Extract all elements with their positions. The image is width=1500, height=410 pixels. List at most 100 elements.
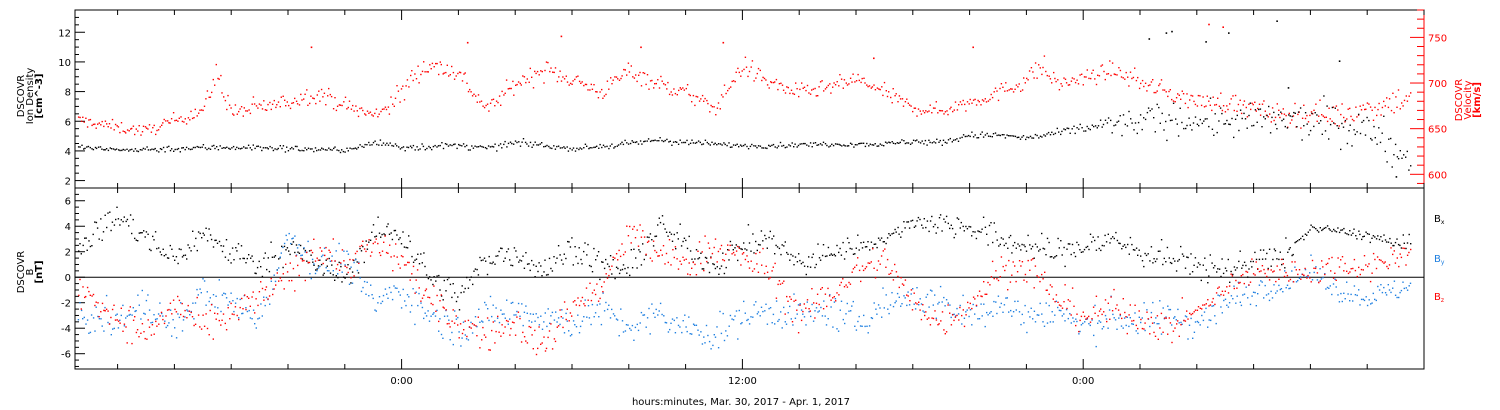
- data-point: [723, 84, 726, 86]
- data-point: [671, 240, 674, 242]
- data-point: [1285, 287, 1287, 289]
- data-point: [494, 263, 496, 265]
- data-point: [360, 250, 363, 252]
- data-point: [1156, 323, 1158, 325]
- data-point: [1214, 303, 1216, 306]
- data-point: [1343, 116, 1345, 119]
- data-point: [153, 314, 155, 316]
- data-point: [1076, 313, 1078, 315]
- data-point: [1289, 287, 1291, 289]
- data-point: [1359, 132, 1362, 135]
- data-point: [819, 81, 822, 83]
- data-point: [560, 316, 562, 318]
- data-point: [652, 245, 655, 247]
- data-point: [1228, 32, 1230, 34]
- data-point: [439, 144, 441, 147]
- data-point: [917, 108, 920, 110]
- data-point: [1141, 317, 1143, 319]
- data-point: [782, 89, 785, 91]
- data-point: [522, 255, 524, 257]
- data-point: [639, 224, 641, 226]
- data-point: [267, 257, 269, 259]
- data-point: [1306, 277, 1308, 279]
- data-point: [109, 211, 111, 213]
- data-point: [1255, 261, 1257, 263]
- data-point: [987, 135, 990, 137]
- data-point: [340, 263, 342, 265]
- data-point: [781, 145, 783, 147]
- data-point: [765, 238, 767, 240]
- data-point: [1322, 115, 1324, 117]
- data-point: [197, 314, 200, 316]
- data-point: [1291, 254, 1293, 257]
- data-point: [903, 284, 905, 286]
- data-point: [1018, 245, 1021, 247]
- data-point: [455, 318, 458, 320]
- data-point: [424, 71, 426, 73]
- data-point: [856, 144, 858, 146]
- data-point: [901, 283, 904, 285]
- data-point: [894, 263, 896, 266]
- data-point: [873, 243, 875, 245]
- data-point: [618, 335, 620, 337]
- data-point: [962, 309, 964, 311]
- data-point: [921, 224, 923, 226]
- data-point: [169, 149, 172, 152]
- data-point: [546, 144, 548, 147]
- data-point: [1259, 249, 1262, 251]
- data-point: [688, 262, 690, 264]
- data-point: [865, 266, 868, 268]
- data-point: [537, 270, 539, 273]
- data-point: [1089, 324, 1091, 327]
- data-point: [803, 303, 805, 305]
- data-point: [366, 144, 368, 146]
- data-point: [294, 97, 296, 100]
- data-point: [1129, 71, 1132, 73]
- data-point: [396, 145, 398, 147]
- data-point: [728, 249, 730, 251]
- data-point: [814, 87, 816, 90]
- data-point: [294, 235, 296, 237]
- data-point: [500, 309, 502, 311]
- data-point: [666, 138, 668, 141]
- data-point: [160, 311, 163, 314]
- data-point: [560, 35, 563, 38]
- data-point: [291, 279, 293, 282]
- data-point: [943, 218, 945, 220]
- data-point: [929, 141, 931, 144]
- data-point: [150, 334, 153, 336]
- data-point: [1245, 270, 1247, 273]
- data-point: [550, 67, 552, 69]
- data-point: [1185, 127, 1187, 130]
- data-point: [1103, 245, 1105, 247]
- data-point: [405, 85, 407, 87]
- data-point: [1329, 123, 1332, 126]
- data-point: [702, 143, 705, 145]
- data-point: [614, 277, 616, 280]
- data-point: [663, 83, 665, 85]
- data-point: [953, 236, 955, 239]
- data-point: [1079, 249, 1081, 251]
- data-point: [1359, 304, 1361, 306]
- data-point: [1380, 284, 1382, 286]
- data-point: [1117, 309, 1120, 311]
- data-point: [527, 145, 530, 147]
- data-point: [1124, 78, 1126, 80]
- data-point: [1221, 312, 1223, 314]
- data-point: [534, 320, 536, 322]
- data-point: [488, 255, 490, 258]
- data-point: [1122, 327, 1124, 329]
- data-point: [1312, 113, 1314, 115]
- data-point: [91, 124, 93, 127]
- data-point: [1365, 296, 1367, 298]
- data-point: [1344, 119, 1347, 122]
- data-point: [703, 269, 705, 272]
- data-point: [569, 82, 572, 85]
- data-point: [953, 313, 955, 315]
- data-point: [1048, 241, 1050, 244]
- data-point: [949, 137, 951, 140]
- data-point: [285, 249, 287, 251]
- data-point: [111, 221, 114, 223]
- data-point: [858, 79, 860, 82]
- data-point: [265, 296, 268, 299]
